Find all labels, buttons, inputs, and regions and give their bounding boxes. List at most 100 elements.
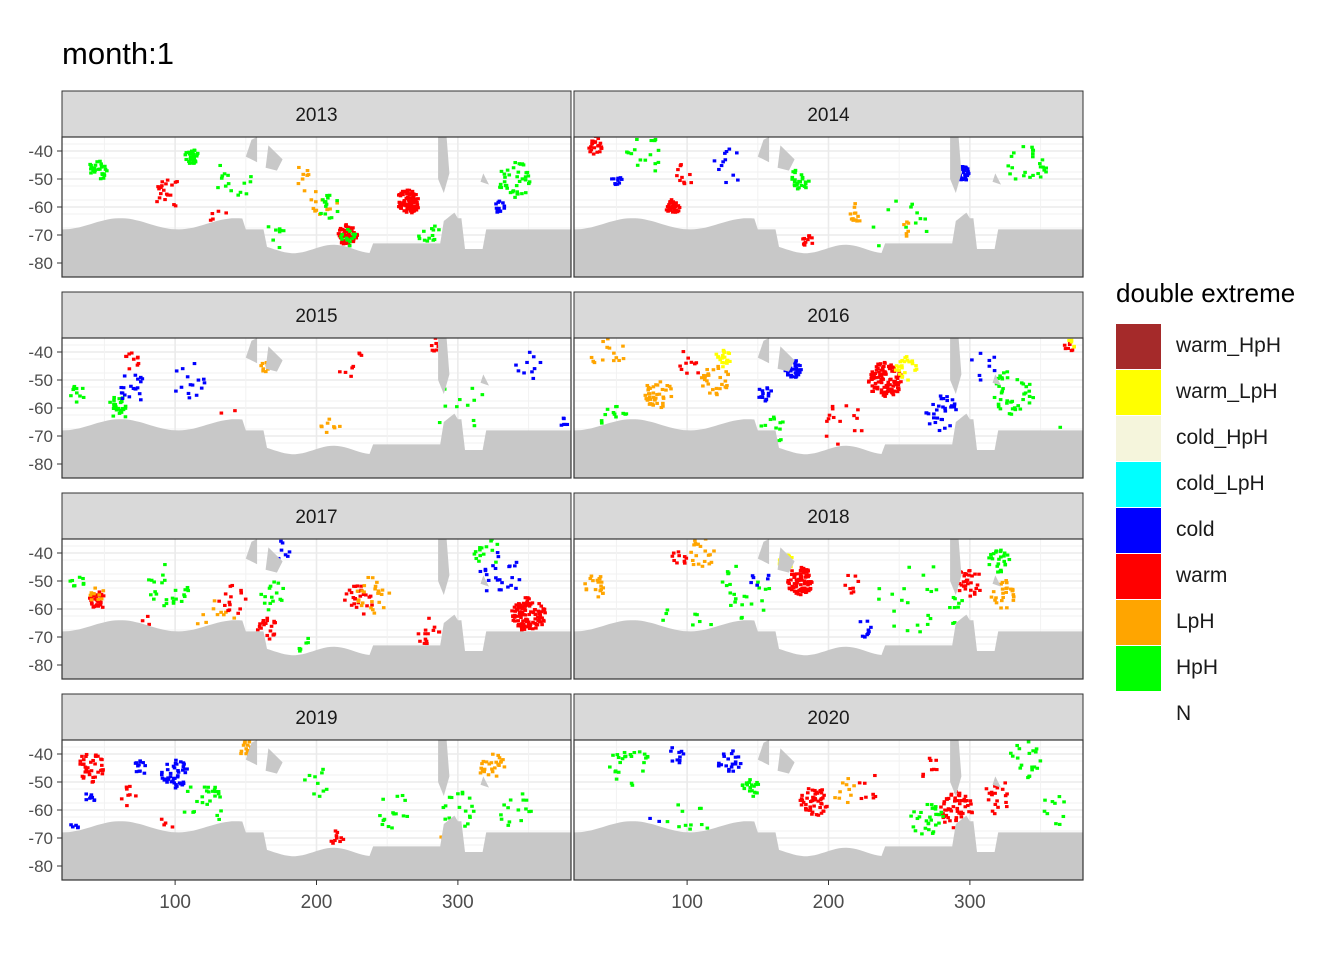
data-cell (491, 752, 495, 756)
data-cell (281, 586, 285, 591)
data-cell (992, 355, 997, 359)
data-cell (805, 587, 810, 591)
legend-label: cold (1176, 518, 1215, 541)
data-cell (696, 371, 700, 375)
data-cell (902, 587, 906, 591)
data-cell (595, 150, 600, 154)
data-cell (269, 595, 274, 599)
data-cell (89, 769, 94, 773)
data-cell (993, 598, 997, 602)
data-cell (876, 366, 880, 371)
data-cell (629, 152, 634, 156)
data-cell (1036, 171, 1040, 176)
cluster-warm (396, 188, 420, 215)
data-cell (531, 355, 536, 359)
data-cell (411, 192, 416, 196)
data-cell (693, 612, 697, 616)
data-cell (992, 395, 997, 400)
data-cell (613, 182, 617, 186)
data-cell (138, 759, 142, 763)
data-cell (339, 836, 343, 840)
data-cell (942, 802, 946, 806)
cluster-warm (255, 616, 278, 641)
data-cell (513, 161, 518, 165)
panel-plot-area (574, 137, 1083, 277)
data-cell (89, 591, 94, 595)
landmass (950, 137, 962, 193)
data-cell (736, 765, 741, 769)
cluster-warm (857, 773, 878, 801)
data-cell (201, 377, 206, 381)
data-cell (160, 184, 164, 188)
cluster-HpH (69, 384, 86, 404)
data-cell (271, 238, 275, 242)
data-cell (89, 171, 93, 175)
data-cell (405, 206, 410, 210)
data-cell (261, 618, 266, 623)
data-cell (227, 600, 232, 604)
data-cell (468, 815, 472, 819)
data-cell (806, 580, 811, 584)
data-cell (358, 594, 363, 598)
cluster-HpH (147, 563, 191, 608)
data-cell (952, 405, 957, 409)
data-cell (537, 602, 541, 606)
data-cell (766, 394, 771, 398)
data-cell (955, 806, 960, 810)
data-cell (404, 204, 408, 208)
data-cell (489, 539, 493, 543)
data-cell (807, 179, 811, 183)
data-cell (730, 762, 735, 766)
data-cell (78, 759, 83, 763)
data-cell (948, 424, 952, 428)
data-cell (966, 171, 971, 175)
data-cell (122, 393, 127, 397)
data-cell (1016, 404, 1021, 408)
data-cell (665, 608, 670, 612)
data-cell (102, 172, 106, 176)
data-cell (334, 834, 339, 838)
data-cell (526, 174, 531, 178)
data-cell (810, 241, 815, 245)
data-cell (824, 434, 829, 438)
data-cell (879, 374, 884, 378)
data-cell (239, 591, 244, 595)
data-cell (598, 575, 603, 579)
data-cell (799, 803, 804, 807)
data-cell (756, 782, 761, 786)
data-cell (723, 379, 728, 383)
data-cell (721, 160, 725, 164)
data-cell (809, 580, 814, 584)
data-cell (1070, 348, 1075, 352)
landmass (438, 740, 450, 796)
data-cell (705, 379, 709, 383)
data-cell (168, 775, 173, 779)
data-cell (931, 416, 936, 420)
data-cell (404, 196, 409, 201)
data-cell (174, 783, 178, 787)
data-cell (769, 389, 773, 393)
data-cell (763, 423, 768, 427)
data-cell (340, 227, 345, 231)
data-cell (517, 612, 522, 616)
data-cell (678, 164, 683, 168)
data-cell (501, 201, 505, 205)
facet-strip (61, 492, 572, 540)
data-cell (199, 386, 204, 390)
data-cell (890, 369, 894, 373)
data-cell (559, 423, 564, 427)
landmass (992, 173, 1001, 185)
data-cell (1005, 401, 1009, 405)
data-cell (616, 176, 620, 180)
data-cell (484, 760, 489, 764)
data-cell (997, 384, 1001, 388)
data-cell (891, 393, 896, 397)
data-cell (399, 206, 403, 210)
data-cell (507, 565, 511, 569)
data-cell (343, 240, 347, 244)
data-cell (989, 595, 994, 599)
data-cell (410, 189, 415, 193)
data-cell (797, 186, 801, 190)
data-cell (830, 404, 835, 408)
data-cell (963, 805, 968, 809)
